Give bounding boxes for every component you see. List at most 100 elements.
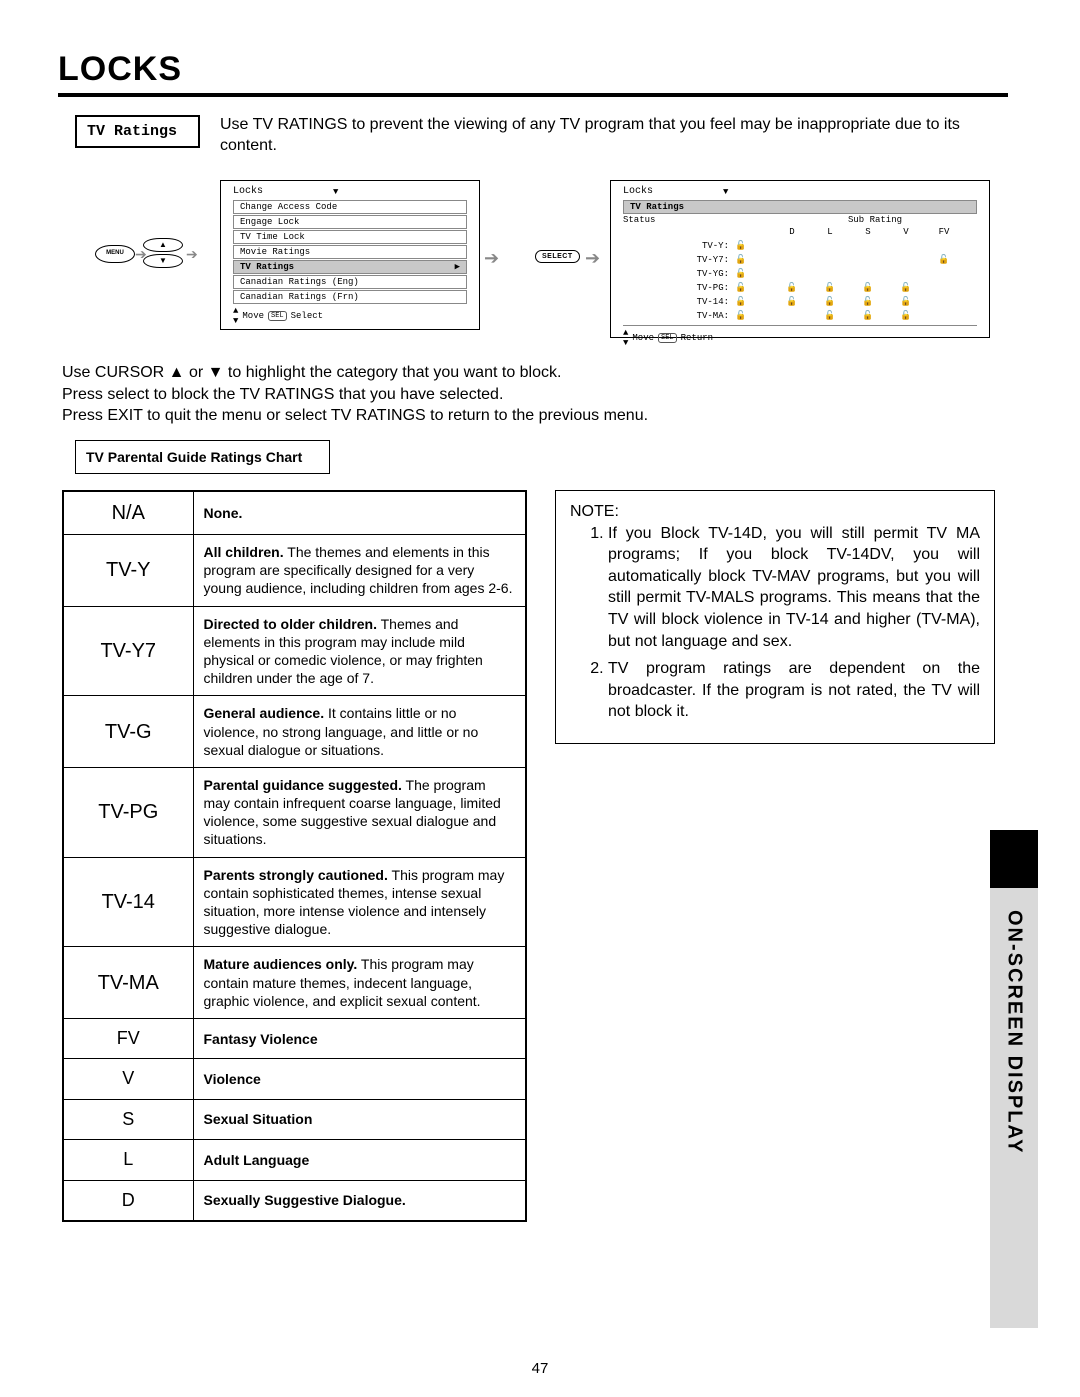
rating-row[interactable]: TV-14:🔓🔓🔓🔓🔓 xyxy=(613,295,987,309)
up-button[interactable]: ▲ xyxy=(143,238,183,252)
rating-row[interactable]: TV-Y:🔓 xyxy=(613,239,987,253)
osd-title-text: Locks xyxy=(623,186,653,197)
ratings-table: N/ANone.TV-YAll children. The themes and… xyxy=(62,490,527,1222)
down-icon: ▼ xyxy=(333,187,338,197)
rating-code: TV-Y7 xyxy=(63,606,193,696)
rating-row[interactable]: TV-YG:🔓 xyxy=(613,267,987,281)
rating-desc: Mature audiences only. This program may … xyxy=(193,947,526,1019)
intro-text: Use TV RATINGS to prevent the viewing of… xyxy=(220,115,980,157)
col-header: D L S V FV xyxy=(613,227,987,239)
page-title: LOCKS xyxy=(58,50,182,89)
rating-desc: All children. The themes and elements in… xyxy=(193,535,526,607)
note-heading: NOTE: xyxy=(570,501,980,523)
col-l: L xyxy=(811,227,849,237)
title-rule xyxy=(58,93,1008,97)
arrow-buttons[interactable]: ▲ ▼ xyxy=(143,238,183,270)
rating-code: TV-PG xyxy=(63,767,193,857)
rating-code: TV-Y xyxy=(63,535,193,607)
rating-code: FV xyxy=(63,1018,193,1058)
rating-desc: General audience. It contains little or … xyxy=(193,696,526,768)
flow-arrow-icon: ➔ xyxy=(186,246,198,263)
lock-icon: 🔓 xyxy=(735,297,746,307)
osd-row[interactable]: Movie Ratings xyxy=(233,245,467,259)
rating-row[interactable]: TV-MA:🔓🔓🔓🔓 xyxy=(613,309,987,323)
flow-arrow-icon: ➔ xyxy=(135,246,147,263)
osd-row[interactable]: Change Access Code xyxy=(233,200,467,214)
subrating-label: Sub Rating xyxy=(773,215,977,225)
lock-icon: 🔓 xyxy=(824,283,835,293)
col-s: S xyxy=(849,227,887,237)
chart-title-box: TV Parental Guide Ratings Chart xyxy=(75,440,330,474)
rating-code: V xyxy=(63,1059,193,1099)
instruction-line: Press select to block the TV RATINGS tha… xyxy=(62,384,962,406)
flow-arrow-icon: ➔ xyxy=(484,248,499,269)
lock-icon: 🔓 xyxy=(862,311,873,321)
side-tab-top xyxy=(990,830,1038,888)
note-item: TV program ratings are dependent on the … xyxy=(608,658,980,723)
col-v: V xyxy=(887,227,925,237)
rating-desc: Directed to older children. Themes and e… xyxy=(193,606,526,696)
sub-header: Status Sub Rating xyxy=(613,215,987,227)
lock-icon: 🔓 xyxy=(735,269,746,279)
lock-icon: 🔓 xyxy=(900,283,911,293)
rating-code: TV-G xyxy=(63,696,193,768)
tv-ratings-box: TV Ratings xyxy=(75,115,200,148)
rating-code: L xyxy=(63,1140,193,1180)
osd-title-text: Locks xyxy=(233,186,263,197)
osd-row[interactable]: Canadian Ratings (Frn) xyxy=(233,290,467,304)
osd-tv-ratings: Locks ▼ TV Ratings Status Sub Rating D L… xyxy=(610,180,990,338)
osd-row-selected[interactable]: TV Ratings xyxy=(623,200,977,214)
lock-icon: 🔓 xyxy=(900,311,911,321)
lock-icon: 🔓 xyxy=(786,297,797,307)
rating-desc: Sexually Suggestive Dialogue. xyxy=(193,1180,526,1221)
lock-icon: 🔓 xyxy=(824,297,835,307)
menu-button[interactable]: MENU xyxy=(95,245,135,263)
sel-badge: SEL xyxy=(268,311,287,321)
lock-icon: 🔓 xyxy=(938,255,949,265)
sel-badge: SEL xyxy=(658,333,677,343)
status-label: Status xyxy=(623,215,773,225)
lock-icon: 🔓 xyxy=(735,255,746,265)
lock-icon: 🔓 xyxy=(862,297,873,307)
osd-title: Locks ▼ xyxy=(613,185,987,198)
lock-icon: 🔓 xyxy=(900,297,911,307)
osd-footer: ▲▼ Move SEL Return xyxy=(623,325,977,348)
rating-desc: Parents strongly cautioned. This program… xyxy=(193,857,526,947)
page-number: 47 xyxy=(0,1360,1080,1377)
instruction-line: Press EXIT to quit the menu or select TV… xyxy=(62,405,962,427)
osd-row[interactable]: Canadian Ratings (Eng) xyxy=(233,275,467,289)
side-tab-text: ON-SCREEN DISPLAY xyxy=(990,900,1038,1320)
lock-icon: 🔓 xyxy=(786,283,797,293)
rating-desc: None. xyxy=(193,491,526,535)
osd-row[interactable]: Engage Lock xyxy=(233,215,467,229)
osd-row[interactable]: TV Ratings▶ xyxy=(233,260,467,274)
down-button[interactable]: ▼ xyxy=(143,254,183,268)
select-button[interactable]: SELECT xyxy=(535,250,580,263)
rating-row[interactable]: TV-PG:🔓🔓🔓🔓🔓 xyxy=(613,281,987,295)
osd-row-label: TV Ratings xyxy=(630,202,684,212)
instruction-line: Use CURSOR ▲ or ▼ to highlight the categ… xyxy=(62,362,962,384)
rating-desc: Adult Language xyxy=(193,1140,526,1180)
osd-menu-locks: Locks ▼ Change Access CodeEngage LockTV … xyxy=(220,180,480,330)
footer-return: Return xyxy=(681,333,713,343)
col-fv: FV xyxy=(925,227,963,237)
rating-row[interactable]: TV-Y7:🔓🔓 xyxy=(613,253,987,267)
osd-row[interactable]: TV Time Lock xyxy=(233,230,467,244)
lock-icon: 🔓 xyxy=(735,311,746,321)
rating-code: TV-14 xyxy=(63,857,193,947)
down-icon: ▼ xyxy=(723,187,728,197)
osd-title: Locks ▼ xyxy=(223,185,477,198)
lock-icon: 🔓 xyxy=(735,241,746,251)
footer-select: Select xyxy=(291,311,323,321)
updown-icon: ▲▼ xyxy=(623,328,628,348)
lock-icon: 🔓 xyxy=(735,283,746,293)
rating-desc: Parental guidance suggested. The program… xyxy=(193,767,526,857)
rating-code: S xyxy=(63,1099,193,1139)
rating-desc: Sexual Situation xyxy=(193,1099,526,1139)
col-d: D xyxy=(773,227,811,237)
note-box: NOTE: If you Block TV-14D, you will stil… xyxy=(555,490,995,744)
lock-icon: 🔓 xyxy=(824,311,835,321)
rating-code: N/A xyxy=(63,491,193,535)
rating-desc: Fantasy Violence xyxy=(193,1018,526,1058)
updown-icon: ▲▼ xyxy=(233,306,238,326)
